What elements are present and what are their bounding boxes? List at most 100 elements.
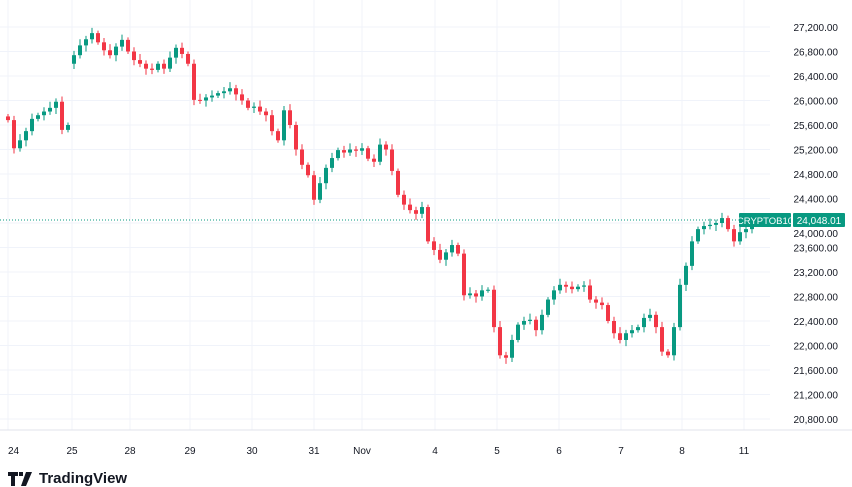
candle-body: [462, 253, 466, 296]
candle: [228, 82, 232, 95]
y-tick-label: 26,000.00: [794, 97, 839, 108]
candle: [198, 93, 202, 104]
candle-body: [486, 289, 490, 291]
y-tick-label: 21,200.00: [794, 390, 839, 401]
candle: [648, 308, 652, 322]
tradingview-logo[interactable]: TradingView: [8, 470, 127, 487]
candle: [318, 177, 322, 204]
candle-body: [666, 351, 670, 356]
candle-body: [654, 314, 658, 328]
candle: [636, 324, 640, 333]
candlestick-chart[interactable]: 24 25 28 29 30 31 Nov 4 5 6 7 8 11 27,200.00 26,800.00…: [0, 0, 852, 470]
candle-body: [384, 144, 388, 150]
candle-body: [354, 149, 358, 151]
candle-body: [198, 99, 202, 101]
candle: [672, 322, 676, 361]
candle-body: [426, 207, 430, 242]
candle-body: [474, 293, 478, 297]
candle: [462, 249, 466, 301]
candle-body: [6, 116, 10, 121]
candle: [744, 225, 748, 239]
y-tick-label: 23,600.00: [794, 243, 839, 254]
candle: [594, 296, 598, 309]
candle-body: [186, 53, 190, 64]
candle: [72, 50, 76, 69]
candle: [348, 143, 352, 156]
candle-body: [222, 91, 226, 94]
candle-body: [318, 183, 322, 200]
candle-body: [18, 140, 22, 149]
candle: [366, 145, 370, 162]
candle: [510, 334, 514, 363]
candle: [384, 141, 388, 156]
candle: [216, 90, 220, 99]
candle-body: [522, 320, 526, 325]
candle-body: [264, 111, 268, 116]
candle: [48, 101, 52, 115]
candle-body: [216, 93, 220, 96]
y-tick-label: 25,200.00: [794, 145, 839, 156]
candle-body: [564, 284, 568, 287]
candle: [66, 122, 70, 133]
candle-body: [48, 107, 52, 112]
candle: [582, 281, 586, 292]
candle-body: [498, 327, 502, 356]
candle-body: [360, 148, 364, 151]
candle: [210, 90, 214, 102]
candle: [126, 37, 130, 54]
candle: [96, 30, 100, 45]
last-price-label-box: [793, 213, 845, 228]
candle: [504, 351, 508, 364]
candle-body: [270, 115, 274, 132]
candle-body: [648, 314, 652, 318]
candle-body: [720, 218, 724, 223]
x-tick-label: 11: [739, 446, 750, 457]
candle-body: [672, 327, 676, 356]
candle: [576, 284, 580, 292]
x-tick-label: 4: [432, 446, 438, 457]
candle: [60, 96, 64, 135]
candle: [408, 198, 412, 214]
candle: [492, 285, 496, 333]
candle-body: [570, 286, 574, 290]
candle-body: [162, 63, 166, 69]
candle-body: [282, 110, 286, 141]
candle: [90, 27, 94, 44]
candle-body: [144, 63, 148, 69]
candle: [642, 313, 646, 333]
candle-body: [588, 285, 592, 300]
candle: [570, 281, 574, 294]
candle: [312, 170, 316, 205]
candle-body: [456, 245, 460, 254]
candle-body: [432, 241, 436, 250]
candle: [84, 35, 88, 52]
candle: [102, 38, 106, 56]
candle: [162, 59, 166, 74]
candle: [456, 242, 460, 257]
candle: [438, 243, 442, 264]
candle-body: [126, 39, 130, 52]
candle-body: [372, 158, 376, 162]
y-tick-label: 20,800.00: [794, 415, 839, 426]
candle: [516, 322, 520, 343]
candle: [444, 249, 448, 266]
x-tick-label: 6: [556, 446, 562, 457]
candle: [606, 302, 610, 324]
candle-body: [552, 290, 556, 300]
candle-body: [246, 100, 250, 108]
candle: [108, 44, 112, 59]
candle-body: [24, 131, 28, 141]
candle: [174, 44, 178, 64]
candle-body: [414, 210, 418, 214]
candle: [36, 112, 40, 122]
candle: [360, 143, 364, 156]
candle: [528, 313, 532, 325]
candle-body: [600, 302, 604, 306]
candle-body: [150, 68, 154, 70]
candle: [300, 144, 304, 170]
candle: [426, 204, 430, 244]
candle-body: [582, 285, 586, 287]
candle: [114, 43, 118, 62]
candle-body: [174, 47, 178, 58]
y-tick-label: 24,800.00: [794, 170, 839, 181]
